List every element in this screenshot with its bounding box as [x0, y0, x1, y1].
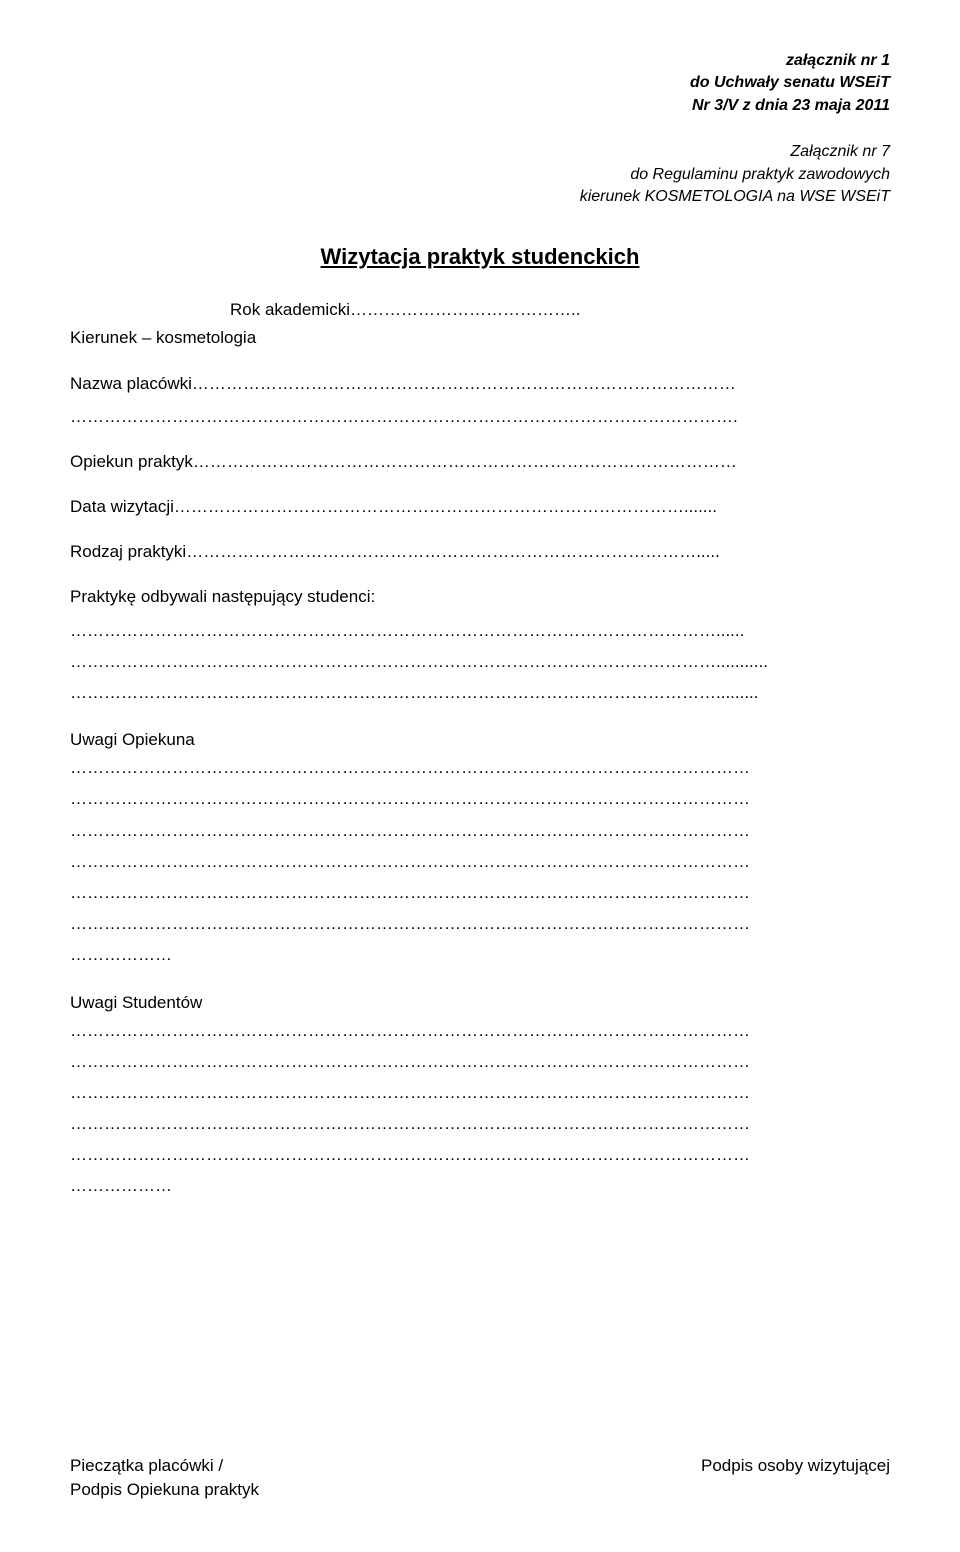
footer-left-line-1: Pieczątka placówki / [70, 1454, 259, 1478]
student-remarks-line-3: ………………………………………………………………………………………………………… [70, 1079, 890, 1106]
footer-left: Pieczątka placówki / Podpis Opiekuna pra… [70, 1454, 259, 1502]
facility-name-field: Nazwa placówki……………………………………………………………………… [70, 370, 890, 397]
facility-name-continuation: ………………………………………………………………………………………………………. [70, 403, 890, 430]
footer: Pieczątka placówki / Podpis Opiekuna pra… [70, 1454, 890, 1502]
header-line-3: Nr 3/V z dnia 23 maja 2011 [70, 95, 890, 117]
supervisor-remarks-line-5: ………………………………………………………………………………………………………… [70, 879, 890, 906]
header-attachment-top: załącznik nr 1 do Uchwały senatu WSEiT N… [70, 50, 890, 117]
student-remarks-line-6: ……………… [70, 1172, 890, 1199]
supervisor-remarks-line-7: ……………… [70, 941, 890, 968]
academic-year-field: Rok akademicki………………………………….. [70, 300, 890, 320]
supervisor-remarks-line-2: ………………………………………………………………………………………………………… [70, 785, 890, 812]
supervisor-remarks-line-4: ………………………………………………………………………………………………………… [70, 848, 890, 875]
supervisor-remarks-label: Uwagi Opiekuna [70, 730, 890, 750]
supervisor-remarks-line-3: ………………………………………………………………………………………………………… [70, 817, 890, 844]
supervisor-field: Opiekun praktyk…………………………………………………………………… [70, 448, 890, 475]
footer-right: Podpis osoby wizytującej [701, 1454, 890, 1502]
students-line-3: ……………………………………………………………………………………………………..… [70, 679, 890, 706]
page-title: Wizytacja praktyk studenckich [70, 244, 890, 270]
practice-type-field: Rodzaj praktyki…………………………………………………………………… [70, 538, 890, 565]
subheader-line-2: do Regulaminu praktyk zawodowych [70, 164, 890, 186]
supervisor-remarks-line-6: ………………………………………………………………………………………………………… [70, 910, 890, 937]
visit-date-field: Data wizytacji……………………………………………………………………… [70, 493, 890, 520]
student-remarks-line-1: ………………………………………………………………………………………………………… [70, 1017, 890, 1044]
students-line-1: ……………………………………………………………………………………………………..… [70, 617, 890, 644]
header-line-1: załącznik nr 1 [70, 50, 890, 72]
footer-left-line-2: Podpis Opiekuna praktyk [70, 1478, 259, 1502]
header-attachment-sub: Załącznik nr 7 do Regulaminu praktyk zaw… [70, 141, 890, 208]
student-remarks-line-2: ………………………………………………………………………………………………………… [70, 1048, 890, 1075]
students-label: Praktykę odbywali następujący studenci: [70, 583, 890, 610]
direction-field: Kierunek – kosmetologia [70, 324, 890, 351]
header-line-2: do Uchwały senatu WSEiT [70, 72, 890, 94]
subheader-line-3: kierunek KOSMETOLOGIA na WSE WSEiT [70, 186, 890, 208]
student-remarks-label: Uwagi Studentów [70, 993, 890, 1013]
students-line-2: ……………………………………………………………………………………………………..… [70, 648, 890, 675]
subheader-line-1: Załącznik nr 7 [70, 141, 890, 163]
supervisor-remarks-line-1: ………………………………………………………………………………………………………… [70, 754, 890, 781]
student-remarks-line-5: ………………………………………………………………………………………………………… [70, 1141, 890, 1168]
student-remarks-line-4: ………………………………………………………………………………………………………… [70, 1110, 890, 1137]
